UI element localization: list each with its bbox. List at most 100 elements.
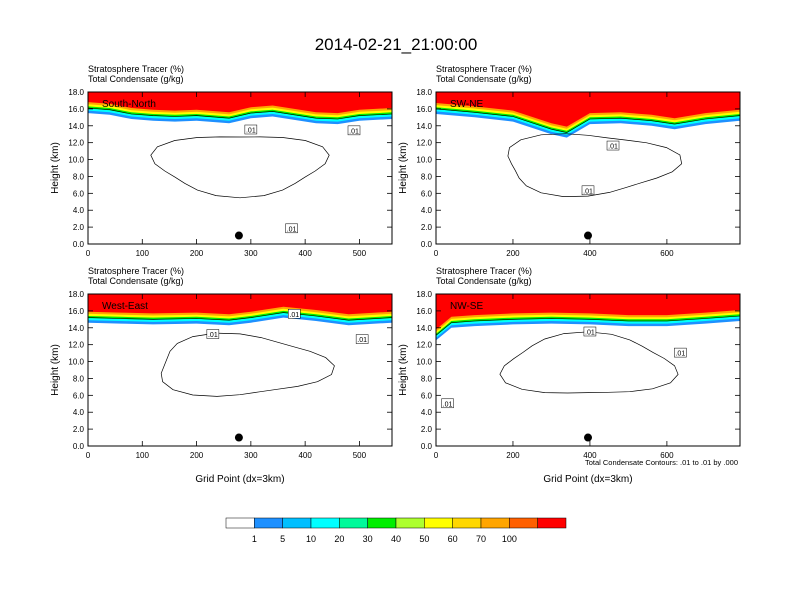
contour-label: .01 (285, 223, 298, 233)
contour-label-text: .01 (608, 144, 618, 151)
contour-label: .01 (581, 185, 595, 195)
y-tick-label: 0.0 (421, 240, 433, 249)
y-tick-label: 6.0 (73, 189, 85, 198)
panel-frame (435, 91, 741, 245)
contour-label: .01 (583, 326, 597, 337)
x-tick-label: 600 (660, 249, 674, 258)
y-tick-label: 2.0 (73, 425, 85, 434)
y-tick-label: 6.0 (421, 189, 433, 198)
figure-title: 2014-02-21_21:00:00 (315, 35, 478, 54)
x-tick-label: 100 (136, 249, 150, 258)
x-tick-label: 0 (86, 451, 91, 460)
y-tick-label: 14.0 (416, 122, 432, 131)
x-tick-label: 500 (353, 451, 367, 460)
x-tick-label: 0 (434, 451, 439, 460)
panel-header-line: Stratosphere Tracer (%) (436, 64, 532, 74)
panel-1: Stratosphere Tracer (%)Total Condensate … (50, 64, 393, 258)
x-tick-label: 400 (583, 249, 597, 258)
y-tick-label: 0.0 (421, 442, 433, 451)
contour-label: .01 (355, 334, 369, 344)
panel-frame (87, 293, 393, 447)
y-tick-label: 10.0 (68, 358, 84, 367)
colorbar-segment (367, 517, 397, 529)
location-marker (584, 433, 592, 442)
contour-label-text: .01 (443, 401, 453, 408)
colorbar-label: 1 (252, 534, 257, 544)
contour-label-text: .01 (675, 351, 685, 358)
x-tick-label: 0 (86, 249, 91, 258)
contour-label: .01 (347, 125, 361, 135)
y-axis-label: Height (km) (50, 344, 61, 396)
contour-label-text: .01 (585, 330, 595, 337)
location-marker (234, 433, 243, 442)
contour-label-box (674, 347, 687, 358)
y-tick-label: 2.0 (421, 223, 433, 232)
y-axis-label: Height (km) (398, 142, 409, 194)
panel-4: Stratosphere Tracer (%)Total Condensate … (398, 266, 741, 485)
tropopause-line (88, 107, 392, 120)
y-tick-label: 2.0 (73, 223, 85, 232)
contour-label-text: .01 (583, 188, 593, 195)
y-tick-label: 2.0 (421, 425, 433, 434)
colorbar-label: 70 (476, 534, 486, 544)
contour-label: .01 (244, 124, 258, 135)
colorbar-label: 30 (363, 534, 373, 544)
y-tick-label: 10.0 (416, 156, 432, 165)
contour-label: .01 (441, 398, 454, 408)
y-axis-label: Height (km) (50, 142, 61, 194)
contour-label-text: .01 (208, 332, 218, 339)
condensate-contour (150, 136, 330, 199)
panel-content: .01 .01 .01 (436, 294, 740, 442)
contour-footnote: Total Condensate Contours: .01 to .01 by… (585, 458, 738, 467)
condensate-contour (507, 133, 683, 197)
y-tick-label: 14.0 (416, 324, 432, 333)
y-tick-label: 16.0 (68, 307, 84, 316)
x-tick-label: 0 (434, 249, 439, 258)
y-tick-label: 12.0 (416, 139, 432, 148)
contour-label: .01 (206, 329, 220, 339)
contour-label-box (288, 309, 301, 319)
panel-label: West-East (102, 301, 148, 312)
x-tick-label: 200 (190, 249, 204, 258)
y-tick-label: 16.0 (68, 105, 84, 114)
panels: Stratosphere Tracer (%)Total Condensate … (50, 64, 741, 485)
y-tick-label: 6.0 (73, 391, 85, 400)
y-tick-label: 0.0 (73, 240, 85, 249)
y-tick-label: 0.0 (73, 442, 85, 451)
panel-header-line: Total Condensate (g/kg) (88, 74, 184, 84)
contour-label: .01 (674, 347, 687, 358)
contour-label-box (244, 124, 258, 135)
contour-label-box (206, 329, 220, 339)
colorbar-label: 20 (334, 534, 344, 544)
colorbar: 1 5 10 20 30 40 50 60 70 100 (225, 517, 567, 544)
panel-header-line: Stratosphere Tracer (%) (88, 64, 184, 74)
x-axis-label: Grid Point (dx=3km) (543, 474, 632, 485)
y-tick-label: 10.0 (68, 156, 84, 165)
y-tick-label: 18.0 (416, 88, 432, 97)
panel-frame (435, 293, 741, 447)
x-tick-label: 200 (506, 249, 520, 258)
condensate-contour (160, 332, 335, 397)
tropopause-line (436, 108, 740, 133)
condensate-contour (499, 331, 679, 394)
y-tick-label: 4.0 (73, 408, 85, 417)
panel-content: .01 .01 .01 (88, 294, 392, 442)
panel-label: NW-SE (450, 301, 483, 312)
y-tick-label: 4.0 (421, 408, 433, 417)
colorbar-segment (452, 517, 482, 529)
y-tick-label: 12.0 (68, 139, 84, 148)
y-tick-label: 14.0 (68, 324, 84, 333)
x-tick-label: 400 (298, 249, 312, 258)
colorbar-segment (225, 517, 255, 529)
contour-label-text: .01 (287, 226, 297, 233)
colorbar-segment (509, 517, 538, 529)
colorbar-label: 100 (502, 534, 517, 544)
tracer-band-6 (88, 294, 392, 315)
x-tick-label: 300 (244, 249, 258, 258)
x-tick-label: 100 (136, 451, 150, 460)
y-tick-label: 12.0 (68, 341, 84, 350)
panel-content: .01 .01 .01 (88, 92, 392, 240)
colorbar-segment (424, 517, 453, 529)
colorbar-segment (282, 517, 312, 529)
contour-label-text: .01 (349, 128, 359, 135)
